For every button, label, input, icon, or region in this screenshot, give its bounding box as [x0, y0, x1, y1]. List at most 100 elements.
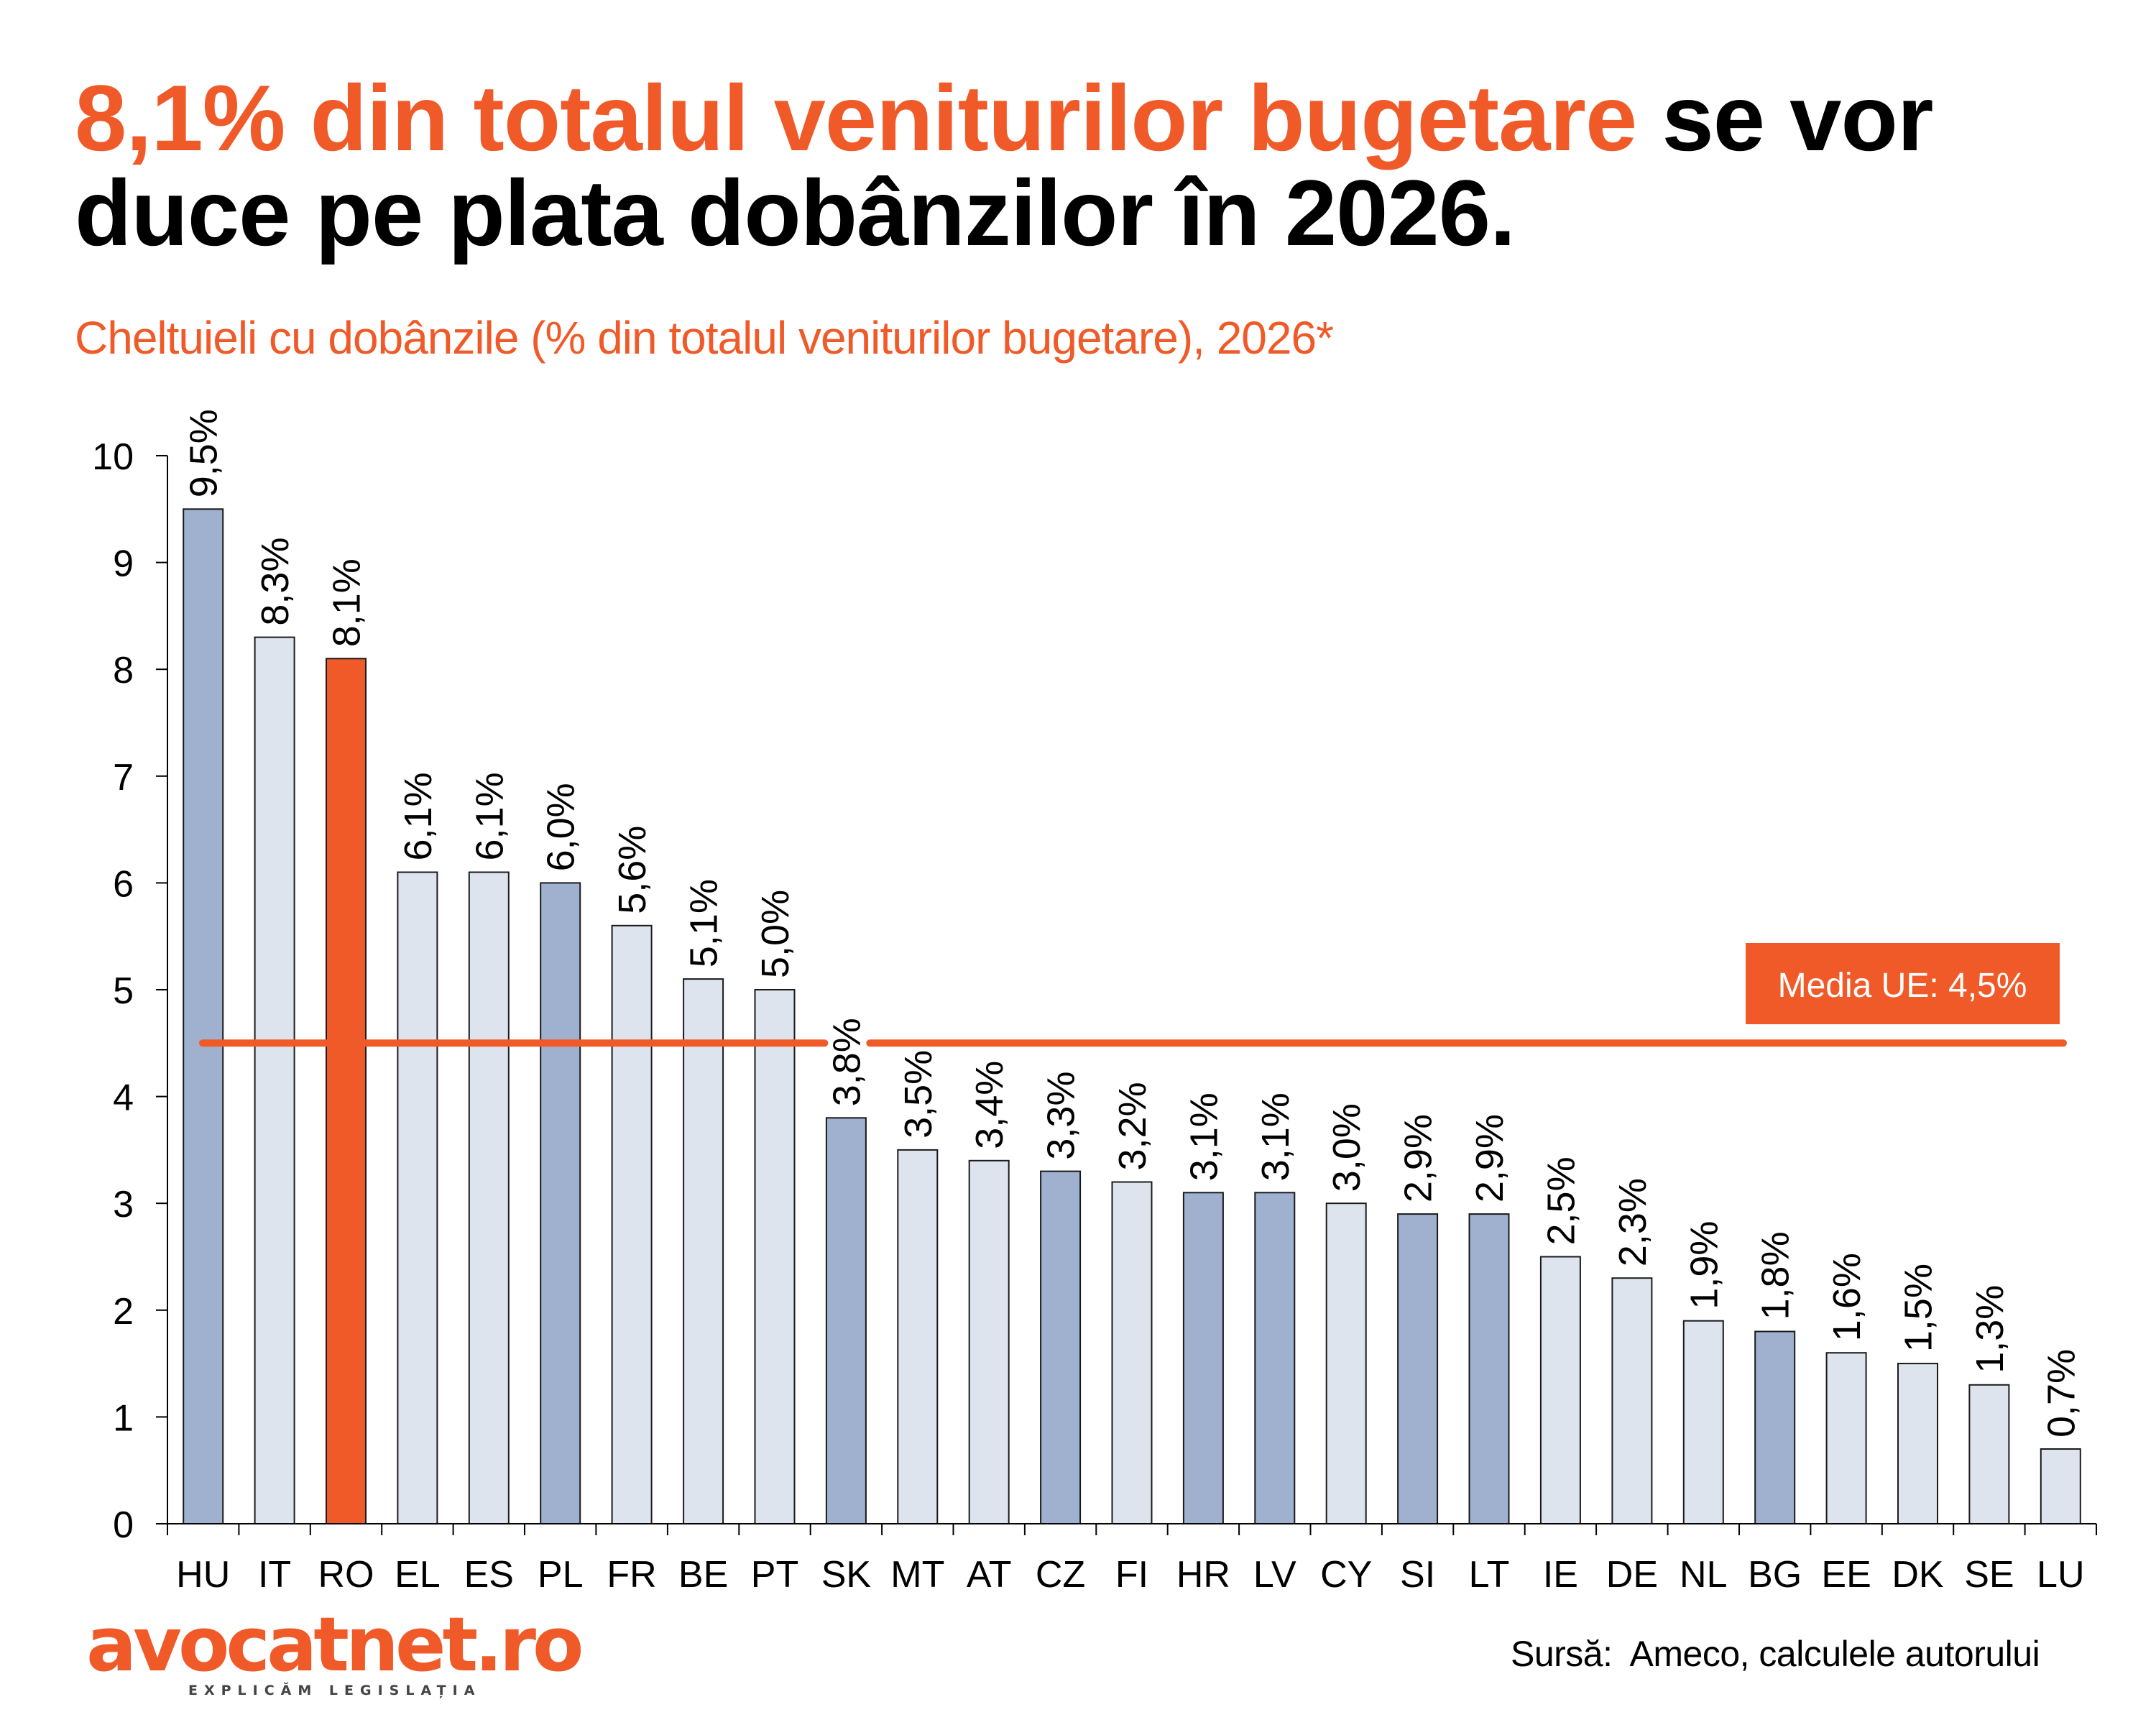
y-tick-label-9: 9	[113, 543, 134, 585]
source-note: Sursă: Ameco, calculele autorului	[1511, 1634, 2040, 1674]
value-label-pt: 5,0%	[754, 890, 797, 978]
x-tick-label-cy: CY	[1320, 1554, 1372, 1596]
y-tick-label-6: 6	[113, 863, 134, 905]
y-tick-label-8: 8	[113, 650, 134, 691]
x-tick-label-cz: CZ	[1036, 1554, 1085, 1596]
value-label-mt: 3,5%	[897, 1050, 940, 1138]
x-tick-label-ee: EE	[1821, 1554, 1871, 1596]
reference-label-box	[1746, 943, 2060, 1024]
x-tick-label-bg: BG	[1748, 1554, 1802, 1596]
value-label-si: 2,9%	[1397, 1114, 1440, 1202]
bar-sk	[825, 1117, 867, 1525]
x-tick-label-si: SI	[1400, 1554, 1435, 1596]
x-tick-label-it: IT	[258, 1554, 291, 1596]
bar-hr	[1182, 1192, 1224, 1525]
logo-wordmark: avocatnet.ro	[86, 1601, 584, 1688]
value-label-el: 6,1%	[397, 772, 440, 860]
x-tick-label-ro: RO	[318, 1554, 374, 1596]
bar-be	[683, 978, 724, 1524]
bar-fi	[1111, 1181, 1153, 1524]
bar-at	[968, 1159, 1010, 1525]
axes-group: HU IT RO EL ES PL FR BE PT SK MT AT CZ FI HR LV CY SI LT IE…	[92, 436, 2097, 1596]
value-label-hu: 9,5%	[183, 409, 226, 497]
bar-lv	[1254, 1192, 1296, 1525]
y-tick-label-3: 3	[113, 1184, 134, 1225]
x-tick-label-es: ES	[464, 1554, 514, 1596]
bar-pl	[540, 882, 581, 1524]
x-tick-label-fr: FR	[607, 1554, 656, 1596]
x-tick-label-lv: LV	[1253, 1554, 1296, 1596]
chart-subtitle: Cheltuieli cu dobânzile (% din totalul v…	[75, 312, 1334, 364]
value-label-bg: 1,8%	[1754, 1231, 1797, 1320]
reference-label-text: Media UE: 4,5%	[1778, 967, 2027, 1005]
title-highlight: 8,1% din totalul veniturilor bugetare	[75, 65, 1637, 170]
bar-ie	[1539, 1256, 1581, 1524]
value-label-be: 5,1%	[683, 879, 726, 967]
value-label-ro: 8,1%	[326, 558, 369, 647]
reference-label-group: Media UE: 4,5%	[1746, 943, 2060, 1024]
bar-ee	[1825, 1352, 1867, 1524]
x-tick-label-nl: NL	[1680, 1554, 1727, 1596]
y-tick-label-1: 1	[113, 1397, 134, 1439]
y-tick-label-5: 5	[113, 970, 134, 1012]
x-tick-label-pt: PT	[751, 1554, 798, 1596]
bar-dk	[1897, 1363, 1938, 1524]
bars-group	[183, 508, 2081, 1525]
x-tick-label-be: BE	[678, 1554, 728, 1596]
value-label-fi: 3,2%	[1111, 1082, 1154, 1170]
bar-es	[468, 871, 510, 1524]
x-tick-label-ie: IE	[1543, 1554, 1578, 1596]
y-tick-label-2: 2	[113, 1291, 134, 1333]
brand-logo: avocatnet.ro EXPLICĂM LEGISLAȚIA	[86, 1601, 584, 1698]
value-label-cz: 3,3%	[1040, 1072, 1083, 1160]
bar-pt	[754, 989, 796, 1524]
value-label-es: 6,1%	[468, 772, 511, 860]
x-tick-label-de: DE	[1606, 1554, 1658, 1596]
bar-el	[397, 871, 438, 1524]
bar-it	[254, 636, 295, 1524]
x-tick-label-sk: SK	[821, 1554, 872, 1596]
bar-lt	[1468, 1213, 1510, 1524]
y-tick-label-0: 0	[113, 1504, 134, 1546]
value-label-ie: 2,5%	[1539, 1156, 1583, 1245]
bar-cz	[1040, 1170, 1082, 1524]
value-label-se: 1,3%	[1968, 1285, 2012, 1374]
bar-se	[1968, 1384, 2010, 1525]
x-tick-label-dk: DK	[1892, 1554, 1944, 1596]
value-label-at: 3,4%	[968, 1061, 1011, 1149]
x-tick-label-hu: HU	[176, 1554, 230, 1596]
bar-fr	[611, 924, 653, 1525]
value-labels-group: 9,5% 8,3% 8,1% 6,1% 6,1% 6,0% 5,6% 5,1% 5,0% 3,8%…	[183, 409, 2083, 1438]
bar-de	[1611, 1277, 1653, 1524]
y-tick-label-7: 7	[113, 757, 134, 799]
x-tick-label-at: AT	[967, 1554, 1012, 1596]
value-label-lv: 3,1%	[1254, 1092, 1297, 1181]
value-label-fr: 5,6%	[611, 826, 654, 914]
bar-hu	[183, 508, 224, 1524]
x-tick-label-fi: FI	[1115, 1554, 1148, 1596]
bar-si	[1397, 1213, 1439, 1524]
value-label-lu: 0,7%	[2040, 1349, 2083, 1438]
logo-tagline: EXPLICĂM LEGISLAȚIA	[188, 1683, 482, 1698]
bar-ro	[326, 658, 367, 1524]
value-label-cy: 3,0%	[1325, 1103, 1368, 1192]
bar-lu	[2040, 1448, 2081, 1524]
value-label-sk: 3,8%	[825, 1018, 868, 1106]
value-label-nl: 1,9%	[1682, 1221, 1726, 1310]
page-title: 8,1% din totalul veniturilor bugetare se…	[75, 70, 2156, 260]
value-label-de: 2,3%	[1611, 1178, 1654, 1266]
x-tick-label-mt: MT	[890, 1554, 944, 1596]
bar-cy	[1325, 1202, 1367, 1524]
value-label-dk: 1,5%	[1897, 1264, 1940, 1352]
y-tick-label-10: 10	[92, 436, 134, 478]
bar-bg	[1754, 1330, 1796, 1524]
value-label-hr: 3,1%	[1182, 1092, 1225, 1181]
y-tick-label-4: 4	[113, 1077, 134, 1119]
bar-mt	[897, 1149, 939, 1524]
x-tick-label-hr: HR	[1176, 1554, 1230, 1596]
value-label-pl: 6,0%	[540, 783, 583, 871]
value-label-it: 8,3%	[254, 538, 297, 626]
x-tick-label-el: EL	[395, 1554, 441, 1596]
x-tick-label-lt: LT	[1469, 1554, 1510, 1596]
